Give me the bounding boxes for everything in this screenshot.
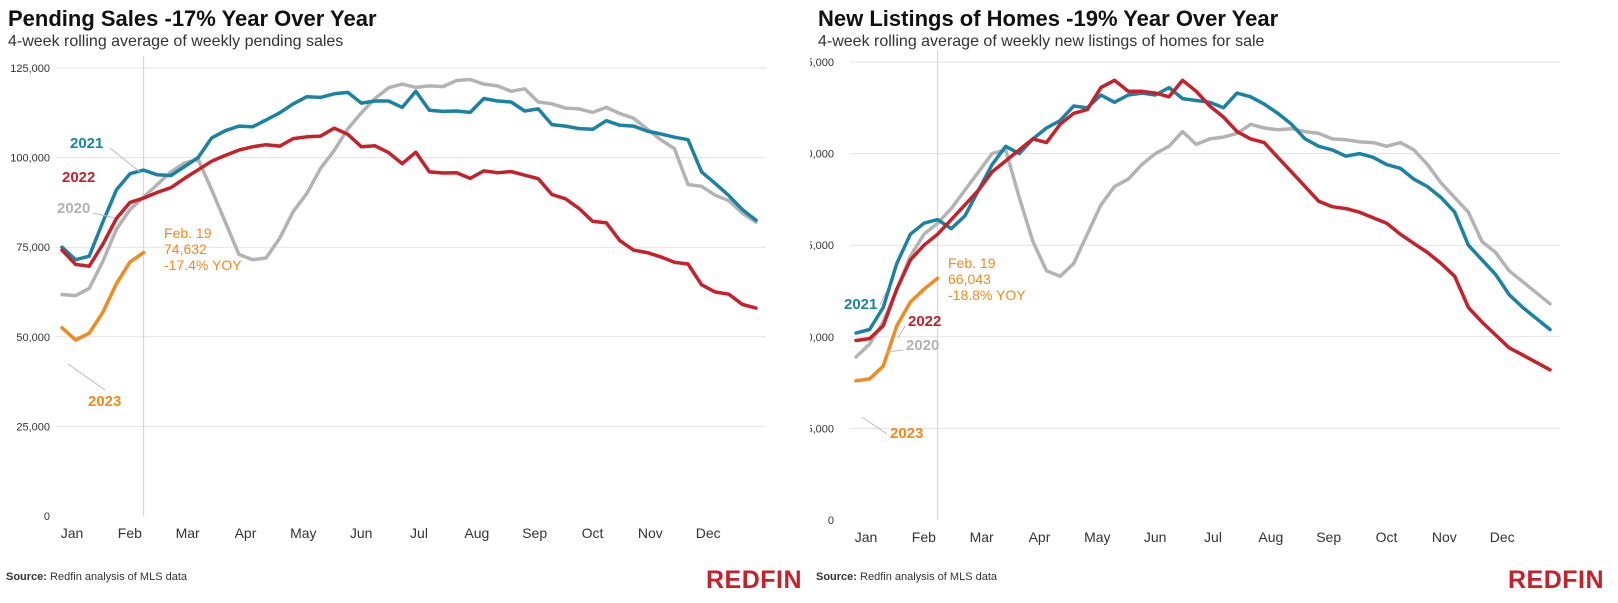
x-tick-label: Jul <box>410 525 428 541</box>
x-tick-label: Jul <box>1204 529 1222 545</box>
redfin-logo: REDFIN <box>1508 566 1605 594</box>
source-label: Source: <box>6 571 47 583</box>
x-tick-label: Dec <box>1490 529 1515 545</box>
x-tick-label: Aug <box>464 525 489 541</box>
series-line-2023 <box>854 276 940 383</box>
y-tick-label: 0 <box>44 511 50 523</box>
y-tick-label: 100,000 <box>10 153 50 165</box>
x-tick-label: Apr <box>235 525 257 541</box>
callout-text: Feb. 19 <box>948 255 996 271</box>
y-tick-label: 125,000 <box>810 57 834 69</box>
x-tick-label: Oct <box>582 525 604 541</box>
series-label-2020: 2020 <box>57 200 90 217</box>
redfin-logo: REDFIN <box>706 566 803 594</box>
leader-line <box>879 291 887 306</box>
source-note: Source: Redfin analysis of MLS data <box>6 571 187 583</box>
x-tick-label: Aug <box>1258 529 1283 545</box>
y-tick-label: 50,000 <box>16 332 50 344</box>
y-tick-label: 25,000 <box>16 421 50 433</box>
series-label-2023: 2023 <box>88 393 121 410</box>
pending-sales-panel: Pending Sales -17% Year Over Year 4-week… <box>0 0 803 603</box>
x-tick-label: Sep <box>1316 529 1341 545</box>
x-tick-label: Jan <box>61 525 84 541</box>
series-label-2023: 2023 <box>890 425 923 442</box>
x-tick-label: Sep <box>522 525 547 541</box>
y-tick-label: 25,000 <box>810 423 834 435</box>
x-tick-label: Apr <box>1029 529 1051 545</box>
leader-line <box>92 212 116 219</box>
x-tick-label: Jun <box>350 525 373 541</box>
y-tick-label: 75,000 <box>810 240 834 252</box>
callout-text: 66,043 <box>948 271 991 287</box>
x-tick-label: Mar <box>970 529 994 545</box>
y-tick-label: 125,000 <box>10 63 50 75</box>
series-label-2022: 2022 <box>908 313 941 330</box>
x-tick-label: Jan <box>855 529 878 545</box>
y-tick-label: 50,000 <box>810 332 834 344</box>
series-line-2020 <box>854 122 1552 359</box>
x-tick-label: Nov <box>638 525 663 541</box>
callout-text: Feb. 19 <box>164 225 212 241</box>
leader-line <box>861 416 888 435</box>
series-label-2022: 2022 <box>62 169 95 186</box>
x-tick-label: Jun <box>1144 529 1167 545</box>
series-line-2022 <box>60 126 758 310</box>
x-tick-label: Feb <box>118 525 142 541</box>
callout-text: -18.8% YOY <box>948 287 1026 303</box>
series-line-2021 <box>60 89 758 262</box>
y-tick-label: 100,000 <box>810 149 834 161</box>
leader-line <box>67 363 106 391</box>
chart-subtitle: 4-week rolling average of weekly pending… <box>8 33 344 50</box>
x-tick-label: May <box>290 525 316 541</box>
series-label-2021: 2021 <box>844 296 877 313</box>
x-tick-label: Nov <box>1432 529 1457 545</box>
x-tick-label: May <box>1084 529 1110 545</box>
series-label-2021: 2021 <box>70 135 103 152</box>
new-listings-chart: 0 25,000 50,000 75,000 100,000 125,000 Jan Feb M… <box>810 50 1560 545</box>
leader-line <box>109 147 141 173</box>
callout-text: -17.4% YOY <box>164 257 242 273</box>
series-line-2020 <box>60 77 758 298</box>
callout-text: 74,632 <box>164 241 207 257</box>
source-text: Redfin analysis of MLS data <box>860 571 997 583</box>
leader-line <box>885 349 904 353</box>
series-line-2023 <box>60 250 146 342</box>
source-note: Source: Redfin analysis of MLS data <box>816 571 997 583</box>
x-tick-label: Mar <box>176 525 200 541</box>
chart-title: Pending Sales -17% Year Over Year <box>8 6 377 31</box>
leader-line <box>897 325 906 339</box>
new-listings-panel: New Listings of Homes -19% Year Over Yea… <box>810 0 1618 603</box>
series-label-2020: 2020 <box>906 337 939 354</box>
y-tick-label: 75,000 <box>16 242 50 254</box>
series-line-2021 <box>854 85 1552 335</box>
series-line-2022 <box>854 78 1552 372</box>
source-label: Source: <box>816 571 857 583</box>
chart-subtitle: 4-week rolling average of weekly new lis… <box>818 33 1265 50</box>
x-tick-label: Dec <box>696 525 721 541</box>
y-tick-label: 0 <box>828 515 834 527</box>
x-tick-label: Oct <box>1376 529 1398 545</box>
chart-title: New Listings of Homes -19% Year Over Yea… <box>818 6 1279 31</box>
x-tick-label: Feb <box>912 529 936 545</box>
source-text: Redfin analysis of MLS data <box>50 571 187 583</box>
pending-sales-chart: 0 25,000 50,000 75,000 100,000 125,000 Jan Feb M… <box>10 56 766 541</box>
